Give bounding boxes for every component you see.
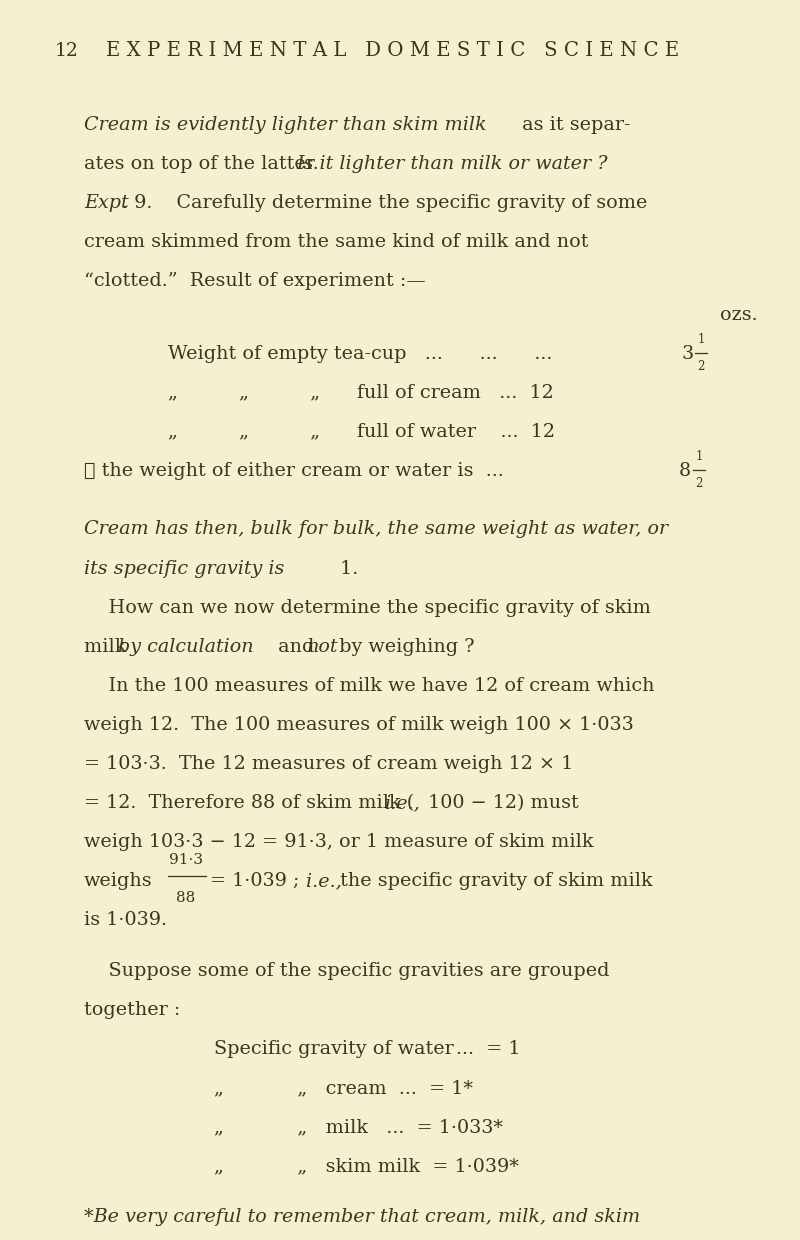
Text: 3: 3 — [682, 345, 694, 363]
Text: 100 − 12) must: 100 − 12) must — [422, 794, 579, 812]
Text: together :: together : — [84, 1001, 180, 1019]
Text: „          „          „      full of cream   ...  12: „ „ „ full of cream ... 12 — [168, 383, 554, 402]
Text: Suppose some of the specific gravities are grouped: Suppose some of the specific gravities a… — [84, 962, 610, 980]
Text: weigh 103·3 − 12 = 91·3, or 1 measure of skim milk: weigh 103·3 − 12 = 91·3, or 1 measure of… — [84, 833, 594, 851]
Text: as it separ-: as it separ- — [516, 117, 630, 134]
Text: 88: 88 — [176, 892, 195, 905]
Text: „            „   milk   ...  = 1·033*: „ „ milk ... = 1·033* — [214, 1118, 503, 1136]
Text: How can we now determine the specific gravity of skim: How can we now determine the specific gr… — [84, 599, 651, 616]
Text: 12: 12 — [54, 42, 78, 60]
Text: 2: 2 — [695, 477, 702, 490]
Text: ∴ the weight of either cream or water is  ...: ∴ the weight of either cream or water is… — [84, 461, 504, 480]
Text: *Be very careful to remember that cream, milk, and skim: *Be very careful to remember that cream,… — [84, 1208, 640, 1226]
Text: = 103·3.  The 12 measures of cream weigh 12 × 1: = 103·3. The 12 measures of cream weigh … — [84, 755, 574, 773]
Text: Cream has then, bulk for bulk, the same weight as water, or: Cream has then, bulk for bulk, the same … — [84, 521, 668, 538]
Text: ozs.: ozs. — [720, 305, 758, 324]
Text: weighs: weighs — [84, 872, 153, 890]
Text: 8: 8 — [679, 461, 691, 480]
Text: by calculation: by calculation — [118, 637, 254, 656]
Text: Expt: Expt — [84, 195, 129, 212]
Text: 1.: 1. — [334, 559, 358, 578]
Text: its specific gravity is: its specific gravity is — [84, 559, 284, 578]
Text: cream skimmed from the same kind of milk and not: cream skimmed from the same kind of milk… — [84, 233, 589, 252]
Text: the specific gravity of skim milk: the specific gravity of skim milk — [334, 872, 652, 890]
Text: In the 100 measures of milk we have 12 of cream which: In the 100 measures of milk we have 12 o… — [84, 677, 654, 694]
Text: i.e.,: i.e., — [384, 794, 420, 812]
Text: ...  = 1: ... = 1 — [456, 1040, 521, 1058]
Text: and: and — [272, 637, 321, 656]
Text: 2: 2 — [698, 360, 705, 373]
Text: 1: 1 — [695, 450, 702, 463]
Text: Carefully determine the specific gravity of some: Carefully determine the specific gravity… — [158, 195, 648, 212]
Text: = 12.  Therefore 88 of skim milk (: = 12. Therefore 88 of skim milk ( — [84, 794, 414, 812]
Text: „            „   skim milk  = 1·039*: „ „ skim milk = 1·039* — [214, 1157, 519, 1176]
Text: . 9.: . 9. — [122, 195, 152, 212]
Text: weigh 12.  The 100 measures of milk weigh 100 × 1·033: weigh 12. The 100 measures of milk weigh… — [84, 715, 634, 734]
Text: Is it lighter than milk or water ?: Is it lighter than milk or water ? — [296, 155, 607, 174]
Text: „            „   cream  ...  = 1*: „ „ cream ... = 1* — [214, 1079, 474, 1097]
Text: by weighing ?: by weighing ? — [333, 637, 474, 656]
Text: not: not — [306, 637, 338, 656]
Text: 91·3: 91·3 — [169, 853, 202, 867]
Text: Cream is evidently lighter than skim milk: Cream is evidently lighter than skim mil… — [84, 117, 486, 134]
Text: „          „          „      full of water    ...  12: „ „ „ full of water ... 12 — [168, 423, 555, 441]
Text: Weight of empty tea-cup   ...      ...      ...: Weight of empty tea-cup ... ... ... — [168, 345, 552, 363]
Text: is 1·039.: is 1·039. — [84, 911, 167, 929]
Text: “clotted.”  Result of experiment :—: “clotted.” Result of experiment :— — [84, 273, 426, 290]
Text: milk: milk — [84, 637, 133, 656]
Text: i.e.,: i.e., — [296, 872, 342, 890]
Text: Specific gravity of water: Specific gravity of water — [214, 1040, 454, 1058]
Text: E X P E R I M E N T A L   D O M E S T I C   S C I E N C E: E X P E R I M E N T A L D O M E S T I C … — [106, 41, 679, 60]
Text: ates on top of the latter.: ates on top of the latter. — [84, 155, 331, 174]
Text: = 1·039 ;: = 1·039 ; — [210, 872, 299, 890]
Text: 1: 1 — [698, 332, 705, 346]
